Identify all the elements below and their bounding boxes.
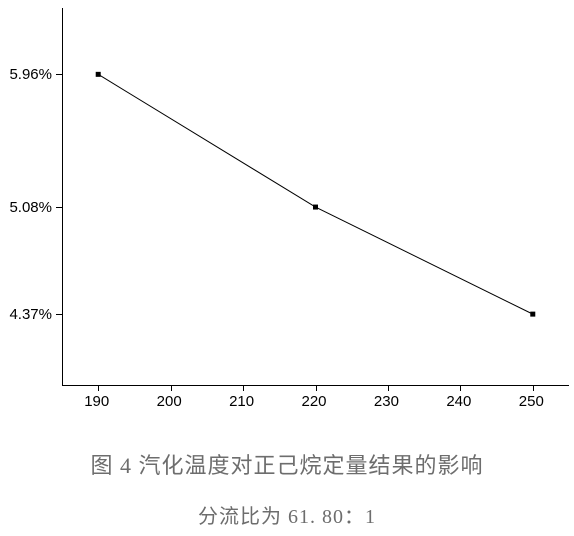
y-tick-label: 5.08% [9,199,52,216]
y-tick [56,74,62,75]
y-tick-label: 5.96% [9,66,52,83]
x-tick [243,385,244,391]
x-tick-label: 190 [84,393,109,410]
series-line [98,74,533,314]
x-tick-label: 230 [374,393,399,410]
x-tick [316,385,317,391]
x-tick-label: 240 [446,393,471,410]
figure-subcaption: 分流比为 61. 80：1 [0,500,574,529]
y-tick [56,207,62,208]
x-tick-label: 200 [157,393,182,410]
x-tick [171,385,172,391]
series-marker [530,312,535,317]
figure-caption: 图 4 汽化温度对正己烷定量结果的影响 [0,448,574,480]
x-tick-label: 250 [519,393,544,410]
series-marker [96,72,101,77]
x-tick [388,385,389,391]
x-tick [98,385,99,391]
series-marker [313,205,318,210]
x-tick [533,385,534,391]
x-tick-label: 210 [229,393,254,410]
y-tick-label: 4.37% [9,306,52,323]
x-tick [460,385,461,391]
x-tick-label: 220 [302,393,327,410]
chart-container: 190 200 210 220 230 240 250 5.96% 5.08% 4.37% 图 … [0,0,574,536]
y-tick [56,314,62,315]
